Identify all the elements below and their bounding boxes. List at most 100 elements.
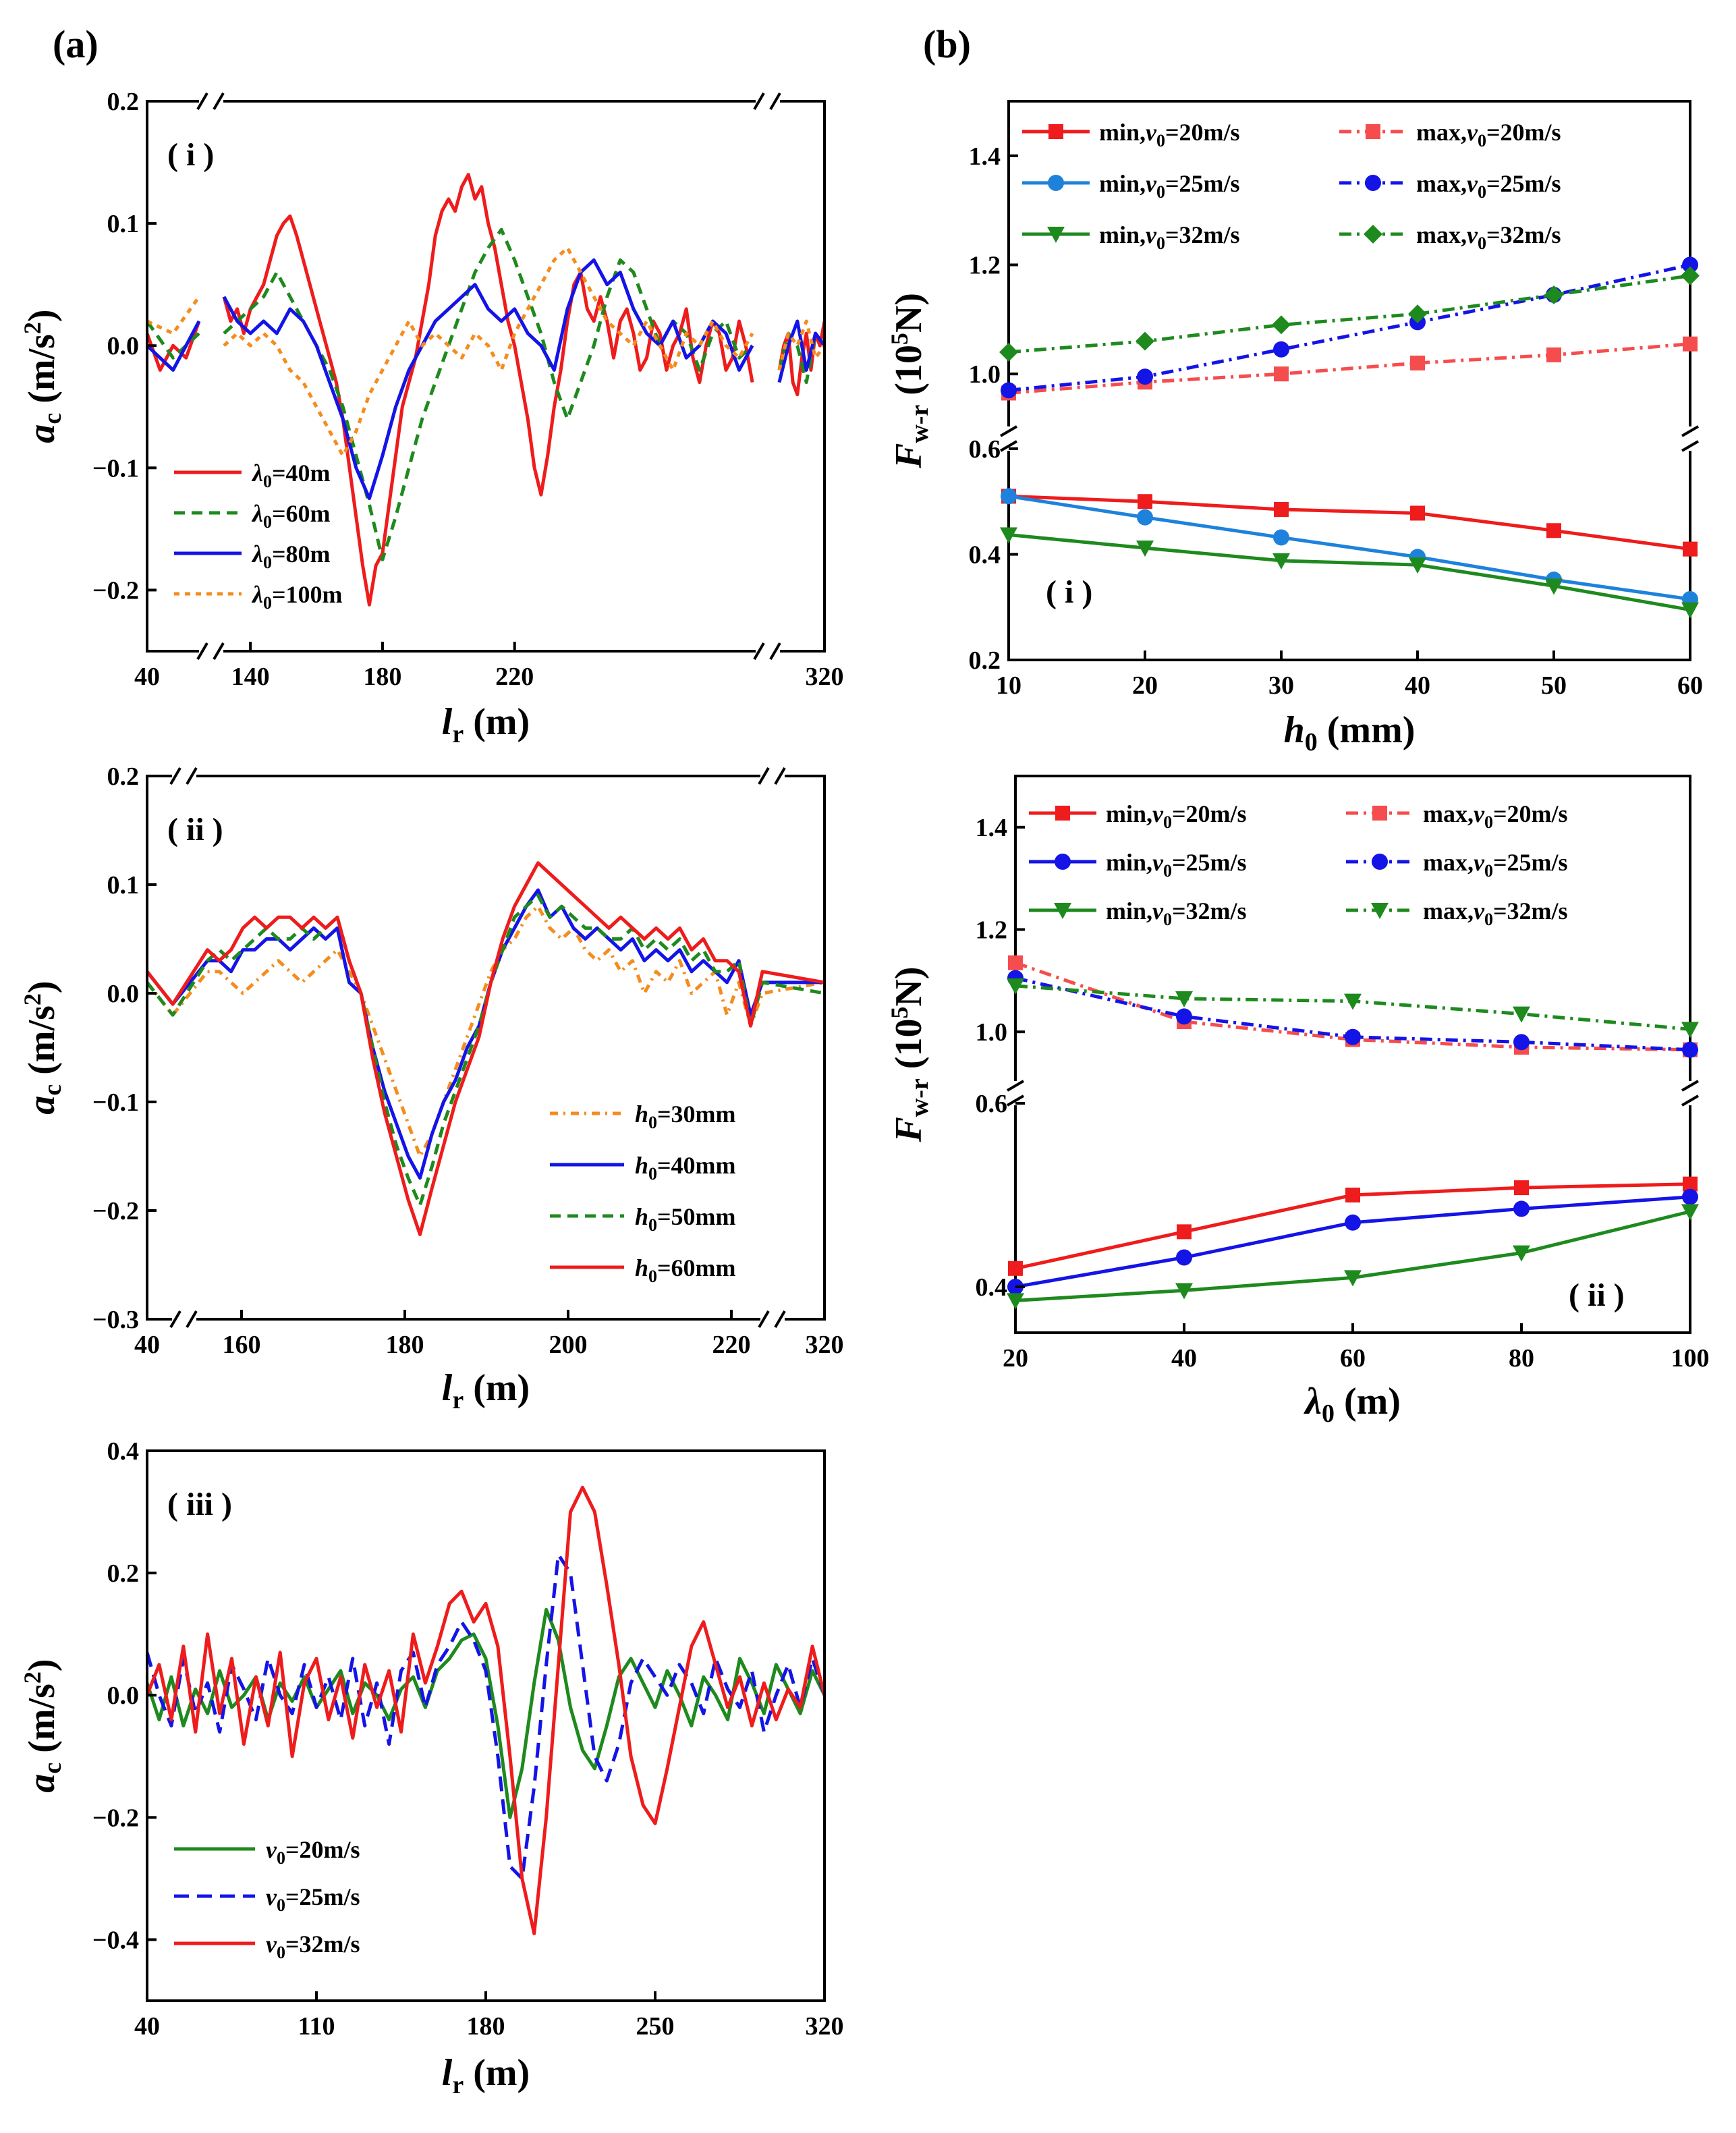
legend-label: max,v0=25m/s: [1423, 849, 1568, 881]
marker-square: [1683, 336, 1698, 352]
subpanel-label: ( ii ): [167, 812, 223, 848]
marker-triangle-down: [1545, 578, 1563, 595]
legend-label: min,v0=25m/s: [1099, 170, 1240, 202]
axis-break-mark: [753, 642, 765, 661]
legend-label: λ0=40m: [251, 460, 331, 491]
marker-circle: [1682, 1188, 1698, 1205]
x-tick-label: 60: [1340, 1344, 1366, 1373]
legend-label: max,v0=32m/s: [1423, 897, 1568, 929]
legend: min,v0=20m/s max,v0=20m/s min,v0=25m/s max,…: [1029, 800, 1568, 929]
marker-circle: [1048, 175, 1064, 191]
series-line-32ms: [147, 1485, 824, 1935]
marker-circle: [1365, 175, 1381, 191]
marker-circle: [1273, 341, 1289, 358]
y-tick-label: 0.0: [107, 980, 140, 1008]
series-line: [1008, 494, 1691, 551]
axis-break-mark: [774, 767, 786, 785]
axis-break-mark: [1681, 1080, 1700, 1092]
y-tick-label: 0.2: [107, 763, 140, 791]
legend-label: λ0=100m: [251, 581, 343, 613]
legend: v0=20m/s v0=25m/s v0=32m/s: [174, 1836, 360, 1962]
y-axis-label: ac (m/s2): [19, 309, 67, 443]
marker-triangle-down: [1344, 993, 1362, 1010]
y-tick-label: −0.4: [92, 1926, 139, 1954]
x-tick-label: 320: [806, 2012, 844, 2041]
x-tick-label: 100: [1671, 1344, 1710, 1373]
x-tick-label: 80: [1509, 1344, 1534, 1373]
plot-frame: [146, 100, 826, 653]
x-tick-label: 40: [134, 2012, 160, 2041]
x-tick-label: 40: [134, 1331, 160, 1359]
series-lines: [999, 256, 1700, 619]
y-tick-label: 0.1: [107, 210, 140, 238]
y-tick-label: 0.6: [969, 435, 1001, 464]
legend-label: h0=50mm: [635, 1203, 736, 1235]
marker-circle: [1176, 1008, 1192, 1025]
marker-triangle-down: [1681, 1204, 1699, 1221]
chart-b_i: 1.0 1.2 1.4 0.2 0.4 0.6 10 20 30 40 50 60 min,v0=20m…: [886, 100, 1703, 756]
marker-circle: [1682, 256, 1698, 273]
series-lines: [1007, 955, 1699, 1310]
y-axis-label: Fw-r (105N): [886, 293, 934, 469]
x-axis-label: lr (m): [442, 701, 530, 748]
chart-a_iii: 0.4 0.2 0.0 −0.2 −0.4 40 110 180 250 320 ( iii ) v0…: [19, 1437, 844, 2099]
y-tick-label: 0.0: [107, 1682, 140, 1710]
series-line-50mm: [147, 893, 824, 1207]
marker-square: [1410, 356, 1425, 370]
legend-label: min,v0=25m/s: [1106, 849, 1247, 881]
axis-break-mark: [169, 767, 181, 785]
axis-break-mark: [213, 642, 225, 661]
y-tick-label: 0.2: [107, 88, 140, 116]
x-tick-label: 320: [806, 1331, 844, 1359]
y-tick-label: 1.4: [976, 814, 1008, 842]
x-tick-label: 180: [467, 2012, 505, 2041]
marker-square: [1372, 806, 1387, 821]
series-line-25ms: [147, 1553, 824, 1881]
marker-triangle-down: [1047, 227, 1065, 243]
axis-break-mark: [213, 92, 225, 111]
marker-square: [1546, 347, 1561, 362]
y-tick-label: 1.0: [969, 360, 1001, 389]
marker-diamond: [999, 342, 1018, 362]
legend-label: h0=40mm: [635, 1152, 736, 1184]
series-line: [1008, 263, 1691, 392]
x-tick-label: 320: [806, 663, 844, 691]
y-tick-label: 0.4: [107, 1437, 140, 1466]
x-axis-label: lr (m): [442, 1367, 530, 1414]
marker-diamond: [1364, 225, 1382, 244]
marker-circle: [1345, 1028, 1361, 1045]
series-line: [1015, 961, 1691, 1052]
y-axis-label: ac (m/s2): [19, 1659, 67, 1792]
plot-frame: [1007, 100, 1691, 661]
marker-circle: [1513, 1034, 1530, 1051]
marker-triangle-down: [1681, 602, 1699, 619]
marker-triangle-down: [1681, 1022, 1699, 1038]
marker-square: [1274, 501, 1289, 517]
legend-label: v0=20m/s: [266, 1836, 360, 1868]
series-line-30mm: [147, 904, 824, 1158]
subpanel-label: ( i ): [167, 137, 214, 173]
marker-triangle-down: [1513, 1245, 1530, 1262]
x-tick-label: 40: [1171, 1344, 1197, 1373]
x-axis-label: lr (m): [442, 2052, 530, 2099]
marker-triangle-down: [1175, 991, 1193, 1007]
marker-circle: [1682, 1041, 1698, 1058]
marker-circle: [1513, 1200, 1530, 1217]
axis-break-mark: [1681, 1095, 1700, 1107]
axis-break-mark: [1006, 1095, 1025, 1107]
y-tick-label: 0.1: [107, 871, 140, 899]
y-tick-label: −0.2: [92, 576, 139, 605]
subpanel-label: ( i ): [1046, 574, 1092, 610]
marker-triangle-down: [1513, 1006, 1530, 1023]
marker-triangle-down: [1175, 1283, 1193, 1300]
axis-break-mark: [753, 92, 765, 111]
series-line: [1008, 494, 1691, 601]
y-tick-label: 0.4: [976, 1273, 1008, 1302]
marker-circle: [1137, 509, 1153, 526]
y-tick-label: 0.2: [107, 1559, 140, 1588]
marker-circle: [1137, 368, 1153, 385]
charts-container: 0.2 0.1 0.0 −0.1 −0.2 40 140 180 220 320 ( i ) λ0=4…: [19, 88, 1710, 2099]
x-tick-label: 40: [1405, 671, 1430, 700]
marker-triangle-down: [1136, 541, 1154, 557]
legend-label: min,v0=20m/s: [1106, 800, 1247, 832]
